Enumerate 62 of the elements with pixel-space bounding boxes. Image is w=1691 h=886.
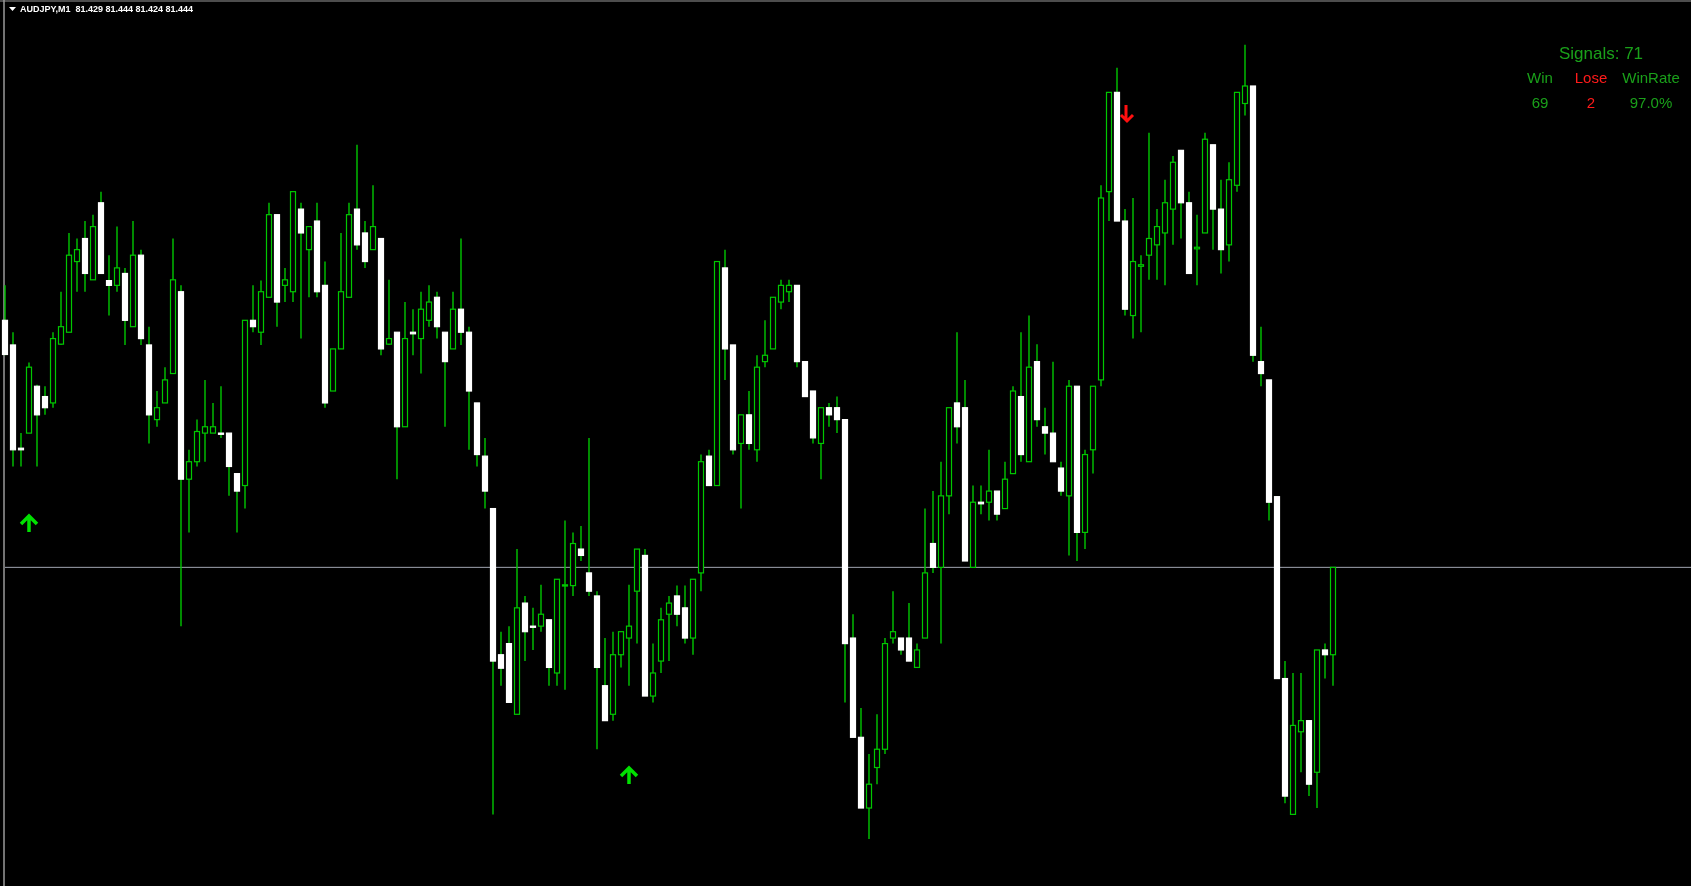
candlestick [249,284,257,333]
candlestick [889,590,897,645]
candlestick [873,713,881,785]
candlestick [217,385,225,439]
candlestick [529,607,537,651]
candlestick [577,525,585,562]
candlestick [297,202,305,340]
candlestick [1057,461,1065,497]
candlestick [537,584,545,633]
candlestick [561,519,569,691]
candlestick [57,291,65,346]
candlestick [1137,254,1145,333]
text: 69 [1531,94,1549,111]
candlestick [305,225,313,298]
candlestick [457,237,465,346]
candlestick [1321,642,1329,680]
candlestick [617,630,625,669]
candlestick [665,595,673,662]
candlestick [953,331,961,445]
text: Signals: 71 [1558,44,1644,63]
candlestick [777,279,785,310]
candlestick [929,490,937,574]
candlestick [825,402,833,428]
candlestick [1241,44,1249,117]
candlestick [233,472,241,534]
candlestick [161,366,169,404]
candlestick [585,437,593,597]
candlestick [761,319,769,368]
candlestick [1297,672,1305,773]
candlestick [1257,325,1265,387]
text: Win [1527,69,1553,86]
candlestick [985,449,993,522]
candlestick [1153,208,1161,281]
chart-title: AUDJPY,M1 81.429 81.444 81.424 81.444 [20,4,194,14]
candlestick [865,753,873,840]
candlestick [73,237,81,293]
candlestick [113,225,121,293]
candlestick [905,602,913,662]
candlestick [41,385,49,416]
candlestick [185,449,193,534]
candlestick [1145,132,1153,281]
text: 97.0% [1629,94,1673,111]
candlestick [649,642,657,704]
candlestick [993,490,1001,522]
candlestick [625,584,633,687]
candlestick [1041,407,1049,456]
candlestick [785,279,793,303]
candlestick [833,395,841,434]
candlestick [385,279,393,346]
candlestick [673,584,681,627]
candlestick [201,379,209,463]
candlestick [153,390,161,428]
text: WinRate [1622,69,1680,86]
candlestick [209,402,217,434]
candlestick [497,630,505,687]
candlestick [913,642,921,669]
text: 2 [1586,94,1596,111]
text: Lose [1574,69,1608,86]
candlestick [105,254,113,317]
candlestick [369,184,377,251]
candlestick [425,284,433,328]
candlestick [281,267,289,303]
